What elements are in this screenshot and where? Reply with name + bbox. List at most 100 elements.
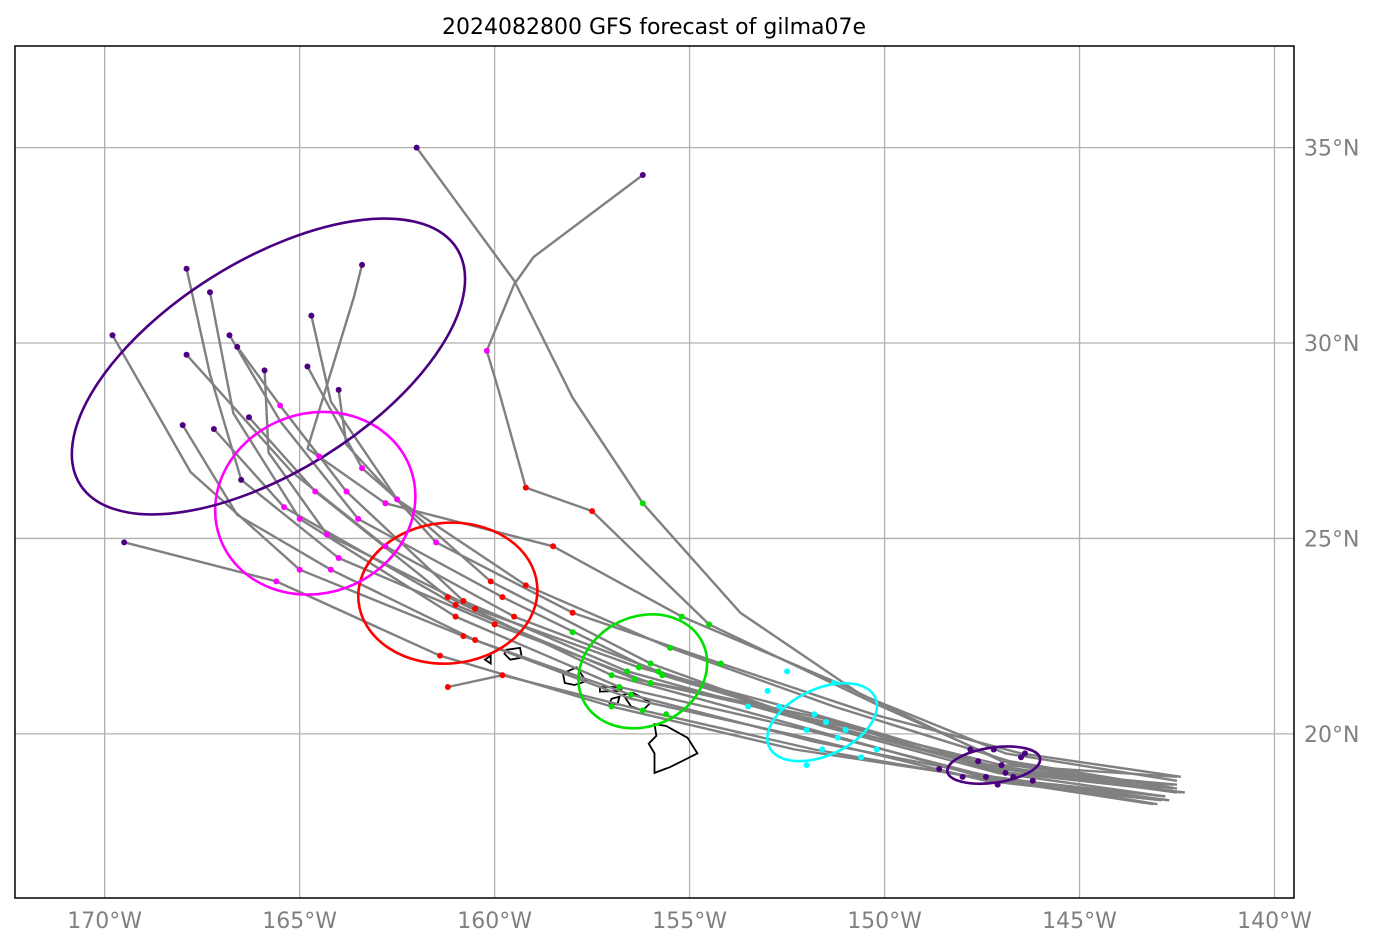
forecast-points <box>109 144 1036 788</box>
forecast-point <box>569 609 576 616</box>
forecast-point <box>238 476 245 483</box>
track-line <box>415 146 1178 782</box>
forecast-point <box>982 773 989 780</box>
forecast-point <box>522 582 529 589</box>
forecast-point <box>858 754 865 761</box>
forecast-point <box>304 363 311 370</box>
forecast-point <box>659 672 666 679</box>
uncertainty-ellipses <box>70 217 1042 786</box>
forecast-point <box>433 539 440 546</box>
forecast-point <box>823 719 830 726</box>
forecast-point <box>355 515 362 522</box>
forecast-point <box>522 484 529 491</box>
forecast-point <box>647 660 654 667</box>
forecast-point <box>745 703 752 710</box>
forecast-point <box>819 746 826 753</box>
forecast-point <box>460 597 467 604</box>
y-axis-labels: 20°N 25°N 30°N 35°N <box>1304 137 1359 748</box>
forecast-point <box>1002 769 1009 776</box>
forecast-point <box>616 683 623 690</box>
track-line <box>263 370 1178 786</box>
grid-lines <box>15 46 1294 898</box>
island-outline <box>647 723 699 775</box>
uncertainty-ellipse <box>356 521 539 665</box>
forecast-point <box>323 531 330 538</box>
forecast-point <box>936 766 943 773</box>
forecast-point <box>296 566 303 573</box>
y-tick-label: 30°N <box>1304 332 1359 357</box>
forecast-point <box>1010 773 1017 780</box>
forecast-point <box>359 465 366 472</box>
forecast-point <box>624 668 631 675</box>
x-tick-label: 160°W <box>457 909 532 934</box>
chart-title: 2024082800 GFS forecast of gilma07e <box>442 15 866 40</box>
island-outline <box>483 654 492 666</box>
uncertainty-ellipse <box>766 681 879 763</box>
forecast-point <box>667 644 674 651</box>
forecast-point <box>589 508 596 515</box>
forecast-point <box>335 554 342 561</box>
uncertainty-ellipse <box>577 613 709 730</box>
forecast-point <box>639 707 646 714</box>
forecast-point <box>109 332 116 339</box>
x-tick-label: 170°W <box>67 909 142 934</box>
forecast-point <box>183 265 190 272</box>
forecast-point <box>975 758 982 765</box>
forecast-point <box>226 332 233 339</box>
forecast-point <box>873 746 880 753</box>
map-frame <box>14 45 1295 899</box>
forecast-point <box>335 386 342 393</box>
forecast-point <box>491 621 498 628</box>
forecast-point <box>635 664 642 671</box>
forecast-point <box>327 566 334 573</box>
forecast-point <box>678 613 685 620</box>
forecast-point <box>245 414 252 421</box>
forecast-point <box>967 746 974 753</box>
forecast-point <box>834 734 841 741</box>
forecast-point <box>842 726 849 733</box>
forecast-point <box>210 426 217 433</box>
forecast-point <box>487 578 494 585</box>
uncertainty-ellipse <box>213 410 417 596</box>
forecast-point <box>394 496 401 503</box>
forecast-point <box>608 703 615 710</box>
track-line <box>310 315 1178 790</box>
forecast-point <box>499 672 506 679</box>
forecast-point <box>994 781 1001 788</box>
forecast-point <box>655 668 662 675</box>
forecast-point <box>830 680 837 687</box>
forecast-point <box>437 652 444 659</box>
forecast-point <box>550 543 557 550</box>
x-tick-label: 165°W <box>262 909 337 934</box>
forecast-point <box>452 613 459 620</box>
forecast-point <box>511 613 518 620</box>
forecast-point <box>382 500 389 507</box>
forecast-point <box>472 637 479 644</box>
forecast-point <box>717 660 724 667</box>
forecast-point <box>959 773 966 780</box>
forecast-point <box>179 422 186 429</box>
forecast-point <box>308 312 315 319</box>
forecast-point <box>998 762 1005 769</box>
forecast-point <box>1021 750 1028 757</box>
forecast-point <box>452 601 459 608</box>
forecast-point <box>359 261 366 268</box>
forecast-point <box>234 343 241 350</box>
forecast-point <box>499 594 506 601</box>
forecast-point <box>706 621 713 628</box>
track-line <box>447 674 1170 802</box>
forecast-point <box>990 746 997 753</box>
x-tick-label: 155°W <box>652 909 727 934</box>
forecast-point <box>261 367 268 374</box>
forecast-point <box>803 762 810 769</box>
forecast-point <box>764 687 771 694</box>
track-line <box>213 428 1174 786</box>
forecast-point <box>273 578 280 585</box>
forecast-point <box>277 402 284 409</box>
forecast-point <box>281 504 288 511</box>
track-line <box>248 416 1166 798</box>
forecast-point <box>784 668 791 675</box>
forecast-point <box>312 488 319 495</box>
x-axis-labels: 170°W 165°W 160°W 155°W 150°W 145°W 140°W <box>67 909 1312 934</box>
forecast-point <box>1029 777 1036 784</box>
